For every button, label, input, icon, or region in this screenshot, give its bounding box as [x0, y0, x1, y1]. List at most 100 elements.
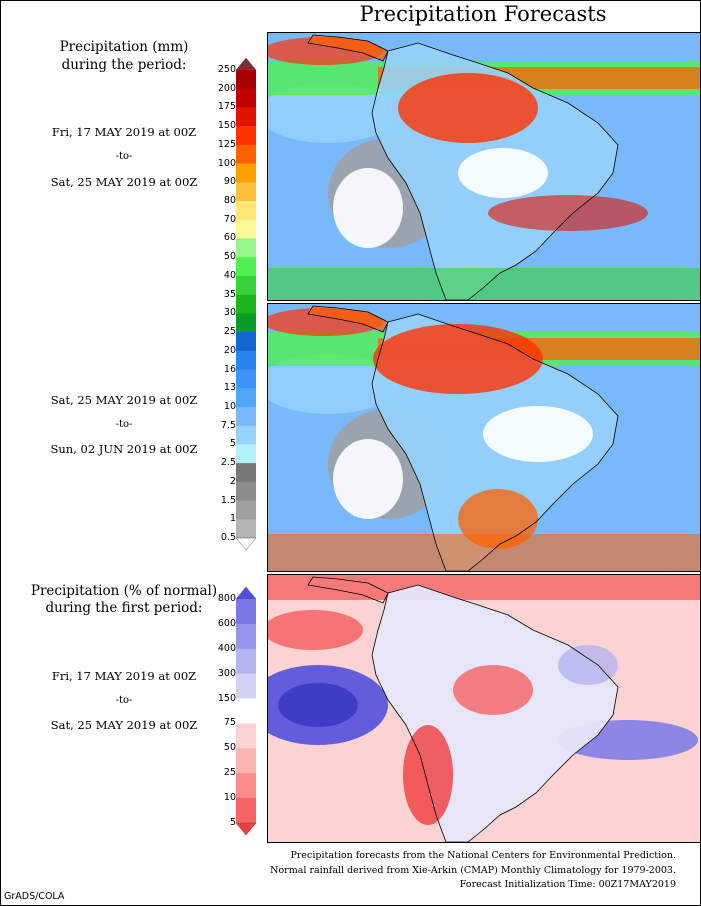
colorbar-tick-label: 800 [217, 593, 236, 604]
precip-title-line1: Precipitation (mm) [59, 39, 189, 55]
andes-dry-anomaly [403, 725, 453, 825]
colorbar-swatch [236, 107, 256, 127]
colorbar-swatch [236, 294, 256, 314]
precip-colorbar [228, 57, 264, 551]
dry-interior [483, 406, 593, 462]
anomaly-period-from: Fri, 17 MAY 2019 at 00Z [51, 669, 197, 683]
colorbar-tick-label: 80 [223, 195, 236, 207]
colorbar-swatch [236, 219, 256, 239]
colorbar-swatch [236, 444, 256, 464]
colorbar-tick-label: 1 [229, 513, 236, 525]
coastline-outline [371, 313, 619, 571]
precip-map-period1-svg [268, 33, 700, 300]
dry-core-pacific [333, 439, 403, 519]
colorbar-tick-label: 10 [223, 400, 236, 412]
colorbar-swatch [236, 88, 256, 108]
atlantic-front [488, 195, 648, 231]
colorbar-swatch [236, 238, 256, 258]
colorbar-swatch [236, 773, 256, 799]
colorbar-swatch [236, 70, 256, 90]
period2-to: -to- [115, 419, 133, 430]
colorbar-tick-label: 40 [223, 269, 236, 281]
colorbar-tick-label: 70 [223, 213, 236, 225]
colorbar-swatch [236, 163, 256, 183]
period1-to: -to- [115, 151, 133, 162]
colorbar-tick-label: 30 [223, 307, 236, 319]
colorbar-top-arrow [235, 57, 257, 71]
amazon-heavy-rain [398, 73, 538, 143]
colorbar-swatch [236, 313, 256, 333]
precip-title-line2: during the period: [61, 57, 187, 73]
colorbar-tick-label: 50 [223, 742, 236, 754]
colorbar-swatch [236, 723, 256, 749]
southern-storm-track [268, 534, 700, 571]
dry-core-pacific [333, 168, 403, 248]
colorbar-swatch [236, 257, 256, 277]
colorbar-swatch [236, 126, 256, 146]
pacific-wet-core [278, 683, 358, 727]
precip-map-period1 [267, 32, 701, 301]
central-america-land [308, 35, 388, 61]
colorbar-tick-label: 60 [223, 232, 236, 244]
coastline-outline [307, 34, 389, 62]
central-america-land [308, 306, 388, 332]
colorbar-top-arrow [235, 586, 257, 600]
anomaly-map [267, 574, 701, 843]
coastline-outline [371, 584, 619, 842]
colorbar-tick-label: 150 [217, 120, 236, 132]
colorbar-swatch [236, 673, 256, 699]
colorbar-swatch [236, 425, 256, 445]
period2-until: Sun, 02 JUN 2019 at 00Z [50, 442, 198, 456]
colorbar-swatch [236, 144, 256, 164]
colorbar-tick-label: 35 [223, 288, 236, 300]
colorbar-tick-label: 75 [223, 717, 236, 729]
anomaly-title-line1: Precipitation (% of normal) [30, 583, 218, 599]
colorbar-tick-label: 100 [217, 157, 236, 169]
colorbar-tick-label: 5 [229, 438, 236, 450]
coastline-outline [371, 42, 619, 300]
colorbar-tick-label: 25 [223, 326, 236, 338]
colorbar-tick-label: 90 [223, 176, 236, 188]
colorbar-swatch [236, 275, 256, 295]
colorbar-tick-label: 300 [217, 667, 236, 679]
colorbar-swatch [236, 182, 256, 202]
colorbar-swatch [236, 201, 256, 221]
colorbar-tick-label: 2.5 [220, 457, 236, 469]
colorbar-tick-label: 125 [217, 138, 236, 150]
anomaly-map-svg [268, 575, 700, 842]
colorbar-bottom-arrow [235, 537, 257, 551]
colorbar-tick-label: 175 [217, 101, 236, 113]
colorbar-tick-label: 600 [217, 617, 236, 629]
colorbar-tick-label: 2 [229, 475, 236, 487]
colorbar-swatch [236, 500, 256, 520]
colorbar-tick-label: 50 [223, 251, 236, 263]
coastline-outline [307, 576, 389, 604]
period1-from: Fri, 17 MAY 2019 at 00Z [51, 125, 197, 139]
amazon-heavy-rain [373, 324, 543, 394]
colorbar-swatch [236, 648, 256, 674]
colorbar-swatch [236, 698, 256, 724]
colorbar-swatch [236, 463, 256, 483]
precip-map-period2-svg [268, 304, 700, 571]
grads-credit: GrADS/COLA [4, 891, 65, 902]
colorbar-swatch [236, 599, 256, 625]
colorbar-swatch [236, 623, 256, 650]
colorbar-tick-label: 400 [217, 642, 236, 654]
colorbar-bottom-arrow [235, 822, 257, 836]
colorbar-swatch [236, 332, 256, 352]
dry-interior [458, 148, 548, 198]
colorbar-tick-label: 20 [223, 344, 236, 356]
coastline-outline [307, 305, 389, 333]
colorbar-swatch [236, 369, 256, 389]
colorbar-swatch [236, 481, 256, 501]
colorbar-swatch [236, 798, 256, 824]
anomaly-title-line2: during the first period: [45, 600, 203, 616]
colorbar-tick-label: 10 [223, 792, 236, 804]
interior-dry-anomaly [453, 665, 533, 715]
colorbar-tick-label: 200 [217, 82, 236, 94]
footer-line3: Forecast Initialization Time: 00Z17MAY20… [459, 879, 676, 890]
colorbar-tick-label: 16 [223, 363, 236, 375]
anomaly-colorbar [228, 586, 264, 836]
colorbar-swatch [236, 350, 256, 370]
colorbar-swatch [236, 519, 256, 539]
